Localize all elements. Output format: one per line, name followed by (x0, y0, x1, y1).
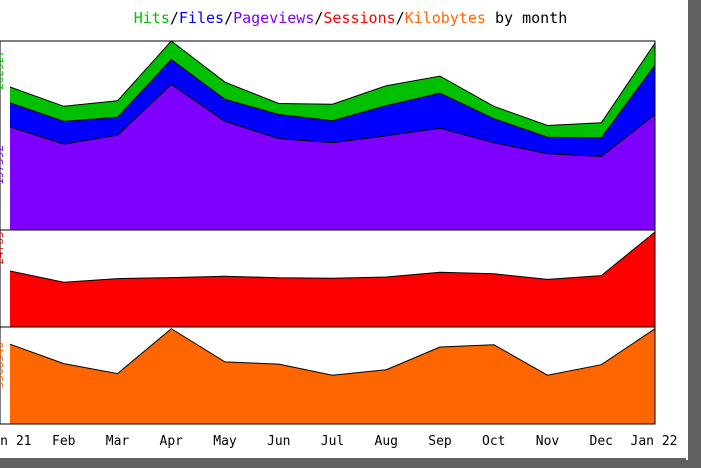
x-tick-label: Oct (482, 434, 505, 449)
frame-border-right (687, 0, 701, 468)
x-tick-label: Sep (428, 434, 452, 449)
chart-title-part: Sessions (323, 9, 396, 27)
x-tick-label: Aug (375, 434, 398, 449)
series-area-pageviews (10, 84, 655, 230)
chart-title-part: Kilobytes (404, 9, 486, 27)
plot-border-3 (0, 326, 656, 425)
x-tick-label: Jan 22 (631, 434, 678, 449)
x-tick-label: May (213, 434, 237, 449)
x-tick-label: Apr (160, 434, 184, 449)
y-axis-value-label: 197592 (0, 145, 6, 185)
x-tick-label: Feb (52, 434, 76, 449)
chart-title-part: / (224, 9, 234, 27)
series-line-pageviews (9, 83, 656, 158)
frame-bevel-right (686, 0, 688, 460)
chart-title: Hits/Files/Pageviews/Sessions/Kilobytes … (0, 9, 701, 27)
x-tick-label: Jan 21 (0, 434, 31, 449)
series-area-kilobytes (10, 328, 655, 424)
series-line-sessions (9, 231, 656, 283)
series-area-sessions (10, 232, 655, 327)
chart-title-part: / (314, 9, 324, 27)
y-axis-value-label: 5568340 (0, 342, 6, 388)
chart-title-part: Files (178, 9, 225, 27)
chart-title-part: by month (485, 9, 568, 27)
frame-border-bottom (0, 458, 701, 468)
x-tick-label: Nov (536, 434, 560, 449)
series-line-hits (9, 40, 656, 127)
series-line-files (9, 58, 656, 139)
x-tick-label: Dec (590, 434, 613, 449)
x-tick-label: Jun (267, 434, 290, 449)
x-tick-label: Mar (106, 434, 130, 449)
frame-bevel-bottom (0, 456, 688, 458)
y-axis-value-label: 262527 (0, 50, 6, 90)
chart-title-part: / (395, 9, 405, 27)
chart-title-part: Hits (133, 9, 170, 27)
chart-title-part: / (169, 9, 179, 27)
series-line-kilobytes (9, 328, 656, 376)
chart-title-part: Pageviews (233, 9, 315, 27)
y-axis-value-label: 24763 (0, 231, 6, 264)
x-tick-label: Jul (321, 434, 344, 449)
